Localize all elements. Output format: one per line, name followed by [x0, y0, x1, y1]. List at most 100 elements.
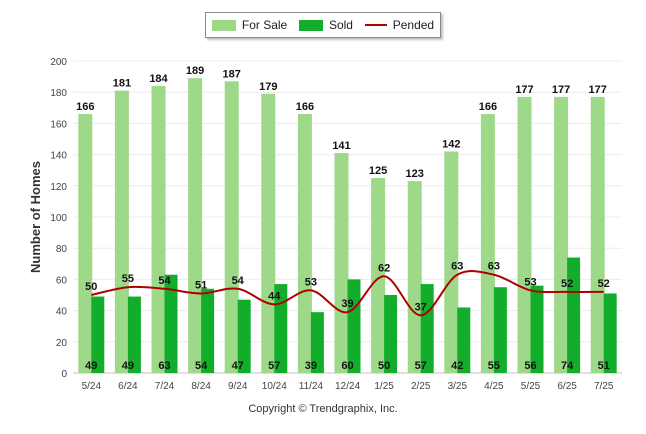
bar-for-sale [554, 96, 569, 373]
for-sale-value-label: 184 [149, 73, 168, 85]
sold-value-label: 50 [378, 360, 390, 372]
pended-value-label: 50 [85, 281, 97, 293]
sold-value-label: 54 [195, 360, 208, 372]
pended-value-label: 54 [158, 275, 171, 287]
bar-for-sale [151, 85, 166, 374]
sold-value-label: 55 [488, 360, 500, 372]
x-tick-label: 1/25 [374, 381, 394, 392]
bar-sold [384, 295, 398, 373]
bar-for-sale [297, 114, 312, 373]
chart-legend: For Sale Sold Pended [205, 12, 441, 38]
y-tick-label: 200 [50, 57, 67, 68]
pended-value-label: 62 [378, 262, 390, 274]
x-tick-label: 5/24 [82, 381, 102, 392]
for-sale-value-label: 166 [479, 101, 497, 113]
x-tick-label: 9/24 [228, 381, 248, 392]
y-tick-label: 0 [61, 369, 67, 380]
x-tick-label: 10/24 [262, 381, 287, 392]
bar-sold [274, 284, 288, 373]
pended-line [91, 270, 604, 317]
sold-value-label: 60 [341, 360, 353, 372]
bar-sold [91, 296, 105, 373]
bar-for-sale [590, 96, 605, 373]
legend-item-pended[interactable]: Pended [364, 18, 435, 32]
for-sale-value-label: 177 [589, 84, 607, 96]
bar-for-sale [480, 114, 495, 373]
for-sale-value-label: 166 [296, 101, 314, 113]
x-tick-label: 4/25 [484, 381, 504, 392]
bar-sold [420, 284, 434, 373]
y-tick-label: 180 [50, 88, 67, 99]
bar-sold [493, 287, 507, 373]
bar-sold [603, 293, 617, 373]
sold-value-label: 49 [122, 360, 134, 372]
copyright-text: Copyright © Trendgraphix, Inc. [248, 403, 398, 415]
x-tick-label: 2/25 [411, 381, 431, 392]
bar-for-sale [517, 96, 532, 373]
pended-value-label: 51 [195, 279, 207, 291]
pended-value-label: 63 [451, 261, 463, 273]
y-axis-title: Number of Homes [28, 161, 43, 273]
x-tick-label: 12/24 [335, 381, 360, 392]
y-tick-label: 20 [56, 338, 68, 349]
for-sale-value-label: 142 [442, 138, 460, 150]
for-sale-value-label: 141 [332, 140, 350, 152]
x-tick-label: 8/24 [191, 381, 211, 392]
sold-value-label: 56 [524, 360, 536, 372]
bar-sold [127, 296, 141, 373]
x-tick-label: 7/25 [594, 381, 614, 392]
bar-sold [164, 274, 178, 373]
bar-sold [347, 279, 361, 373]
for-sale-value-label: 177 [515, 84, 533, 96]
for-sale-value-label: 189 [186, 65, 204, 77]
y-tick-label: 40 [56, 307, 68, 318]
bar-for-sale [444, 151, 459, 373]
x-tick-label: 7/24 [155, 381, 175, 392]
pended-value-label: 52 [561, 278, 573, 290]
bar-sold [457, 307, 471, 373]
bar-sold [201, 288, 215, 373]
for-sale-value-label: 125 [369, 165, 387, 177]
legend-item-sold[interactable]: Sold [298, 18, 353, 32]
sold-value-label: 57 [268, 360, 280, 372]
legend-swatch-pended [364, 24, 387, 26]
bar-for-sale [261, 93, 276, 373]
x-tick-label: 6/25 [557, 381, 577, 392]
sold-value-label: 74 [561, 360, 574, 372]
pended-value-label: 52 [598, 278, 610, 290]
sold-value-label: 63 [158, 360, 170, 372]
x-tick-label: 11/24 [299, 381, 324, 392]
y-tick-label: 160 [50, 119, 67, 130]
y-tick-label: 60 [56, 275, 68, 286]
bar-for-sale [114, 90, 129, 373]
pended-value-label: 54 [232, 275, 245, 287]
bar-sold [530, 285, 544, 373]
legend-label-sold: Sold [328, 18, 353, 32]
sold-value-label: 39 [305, 360, 317, 372]
legend-label-pended: Pended [392, 18, 435, 32]
bar-for-sale [334, 153, 349, 373]
pended-value-label: 53 [305, 276, 317, 288]
pended-value-label: 39 [341, 298, 353, 310]
for-sale-value-label: 177 [552, 84, 570, 96]
bar-for-sale [78, 114, 93, 373]
for-sale-value-label: 179 [259, 81, 277, 93]
pended-value-label: 37 [415, 301, 427, 313]
legend-swatch-for-sale [211, 19, 236, 31]
sold-value-label: 49 [85, 360, 97, 372]
bar-sold [567, 257, 581, 373]
pended-value-label: 63 [488, 261, 500, 273]
bar-for-sale [407, 181, 422, 373]
bar-sold [310, 312, 324, 373]
for-sale-value-label: 187 [223, 68, 241, 80]
y-tick-label: 140 [50, 151, 67, 162]
bar-for-sale [371, 178, 386, 373]
x-tick-label: 6/24 [118, 381, 138, 392]
pended-value-label: 44 [268, 290, 281, 302]
legend-item-for-sale[interactable]: For Sale [211, 18, 287, 32]
y-tick-label: 80 [56, 244, 68, 255]
y-tick-label: 100 [50, 213, 67, 224]
y-tick-label: 120 [50, 182, 67, 193]
pended-value-label: 55 [122, 273, 134, 285]
